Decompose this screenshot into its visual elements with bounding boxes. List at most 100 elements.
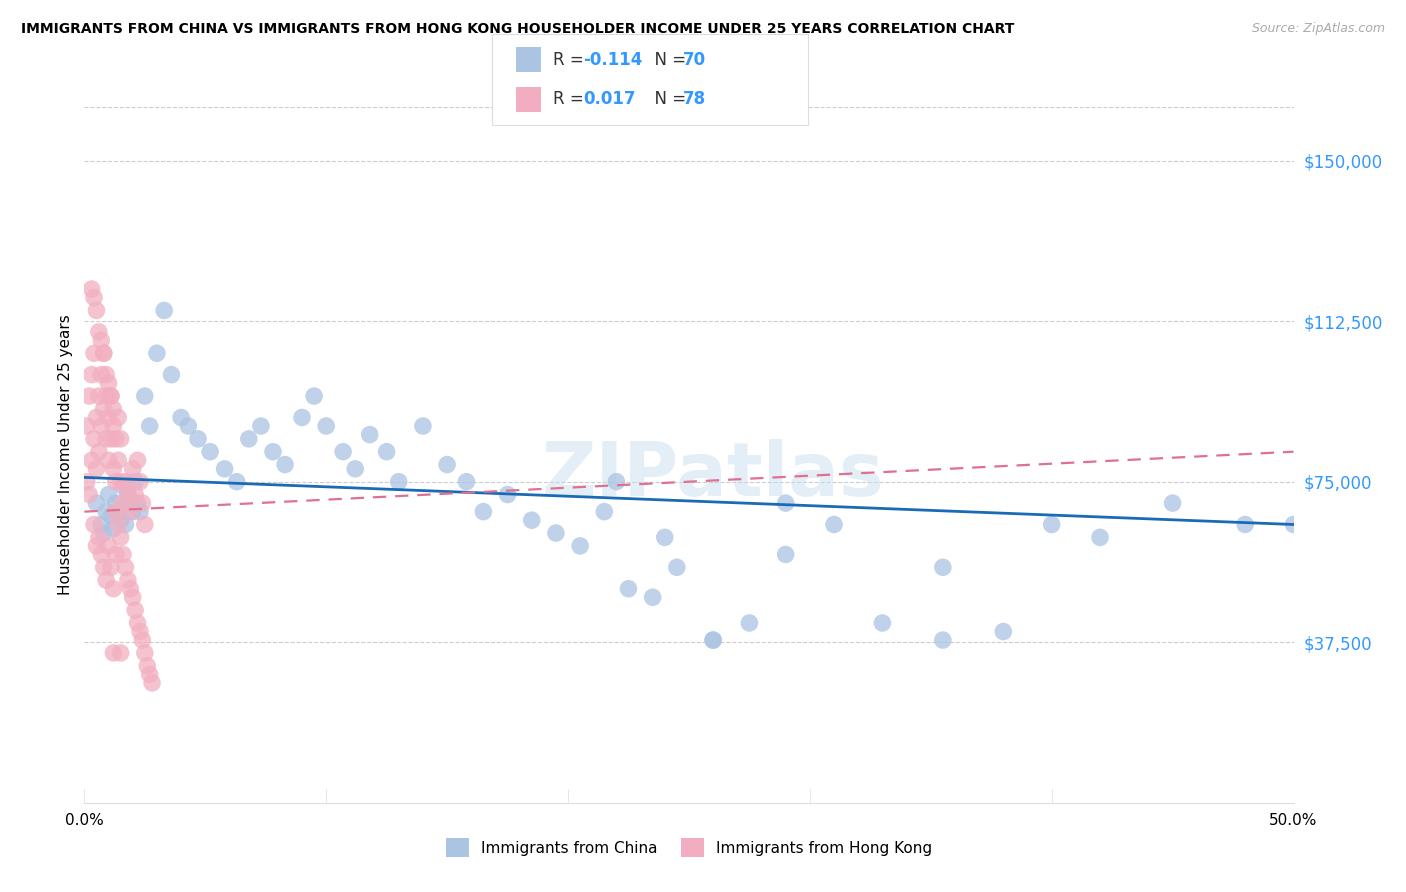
Text: N =: N = xyxy=(644,51,692,69)
Immigrants from China xyxy=(412,419,434,434)
Immigrants from Hong Kong xyxy=(124,487,146,501)
Immigrants from China xyxy=(932,633,955,648)
Immigrants from China xyxy=(872,615,894,630)
Immigrants from Hong Kong xyxy=(103,401,125,416)
Immigrants from China xyxy=(250,419,273,434)
Immigrants from Hong Kong xyxy=(104,432,127,446)
Immigrants from Hong Kong xyxy=(100,389,122,403)
Immigrants from Hong Kong xyxy=(121,591,143,605)
Immigrants from China xyxy=(120,496,142,510)
Immigrants from Hong Kong xyxy=(104,548,127,562)
Immigrants from Hong Kong xyxy=(87,325,110,339)
Immigrants from China xyxy=(138,419,160,434)
Immigrants from China xyxy=(823,517,845,532)
Immigrants from China xyxy=(315,419,337,434)
Immigrants from Hong Kong xyxy=(100,389,122,403)
Immigrants from China xyxy=(702,633,724,648)
Immigrants from China xyxy=(359,427,381,442)
Immigrants from Hong Kong xyxy=(131,633,153,648)
Immigrants from Hong Kong xyxy=(141,676,163,690)
Immigrants from China xyxy=(1040,517,1063,532)
Immigrants from Hong Kong xyxy=(104,475,127,489)
Immigrants from China xyxy=(993,624,1015,639)
Immigrants from Hong Kong xyxy=(86,539,108,553)
Immigrants from Hong Kong xyxy=(97,410,120,425)
Immigrants from China xyxy=(134,389,156,403)
Immigrants from China xyxy=(107,505,129,519)
Immigrants from Hong Kong xyxy=(127,615,149,630)
Immigrants from China xyxy=(177,419,200,434)
Immigrants from Hong Kong xyxy=(83,291,105,305)
Text: 78: 78 xyxy=(683,90,706,108)
Immigrants from Hong Kong xyxy=(107,453,129,467)
Immigrants from China xyxy=(129,505,152,519)
Immigrants from Hong Kong xyxy=(134,517,156,532)
Immigrants from Hong Kong xyxy=(76,475,98,489)
Immigrants from China xyxy=(112,479,135,493)
Immigrants from China xyxy=(544,526,567,541)
Immigrants from China xyxy=(1088,530,1111,544)
Immigrants from China xyxy=(496,487,519,501)
Immigrants from China xyxy=(110,513,132,527)
Immigrants from Hong Kong xyxy=(100,432,122,446)
Immigrants from Hong Kong xyxy=(117,573,139,587)
Immigrants from China xyxy=(187,432,209,446)
Immigrants from China xyxy=(617,582,640,596)
Immigrants from China xyxy=(738,615,761,630)
Immigrants from China xyxy=(775,548,797,562)
Immigrants from China xyxy=(932,560,955,574)
Immigrants from Hong Kong xyxy=(83,346,105,360)
Text: 70: 70 xyxy=(683,51,706,69)
Text: N =: N = xyxy=(644,90,692,108)
Immigrants from China xyxy=(214,462,236,476)
Immigrants from Hong Kong xyxy=(86,462,108,476)
Immigrants from China xyxy=(97,487,120,501)
Text: 0.017: 0.017 xyxy=(583,90,636,108)
Immigrants from China xyxy=(104,496,127,510)
Immigrants from Hong Kong xyxy=(104,505,127,519)
Immigrants from Hong Kong xyxy=(87,530,110,544)
Immigrants from China xyxy=(274,458,297,472)
Immigrants from China xyxy=(375,444,398,458)
Immigrants from China xyxy=(124,475,146,489)
Y-axis label: Householder Income Under 25 years: Householder Income Under 25 years xyxy=(58,315,73,595)
Immigrants from China xyxy=(569,539,592,553)
Immigrants from Hong Kong xyxy=(86,303,108,318)
Immigrants from China xyxy=(605,475,627,489)
Immigrants from China xyxy=(93,526,115,541)
Immigrants from Hong Kong xyxy=(93,401,115,416)
Immigrants from Hong Kong xyxy=(94,389,117,403)
Immigrants from China xyxy=(117,487,139,501)
Immigrants from China xyxy=(593,505,616,519)
Immigrants from China xyxy=(86,496,108,510)
Immigrants from Hong Kong xyxy=(120,582,142,596)
Immigrants from Hong Kong xyxy=(90,334,112,348)
Immigrants from Hong Kong xyxy=(77,389,100,403)
Immigrants from China xyxy=(775,496,797,510)
Immigrants from China xyxy=(702,633,724,648)
Immigrants from Hong Kong xyxy=(94,432,117,446)
Immigrants from Hong Kong xyxy=(114,475,136,489)
Immigrants from China xyxy=(436,458,458,472)
Immigrants from China xyxy=(103,522,125,536)
Immigrants from Hong Kong xyxy=(90,419,112,434)
Immigrants from China xyxy=(1234,517,1257,532)
Immigrants from China xyxy=(100,508,122,523)
Immigrants from Hong Kong xyxy=(103,646,125,660)
Immigrants from China xyxy=(388,475,411,489)
Immigrants from Hong Kong xyxy=(129,475,152,489)
Immigrants from China xyxy=(238,432,260,446)
Immigrants from Hong Kong xyxy=(80,368,103,382)
Immigrants from Hong Kong xyxy=(134,646,156,660)
Immigrants from Hong Kong xyxy=(97,539,120,553)
Immigrants from China xyxy=(332,444,354,458)
Immigrants from China xyxy=(472,505,495,519)
Immigrants from China xyxy=(654,530,676,544)
Immigrants from Hong Kong xyxy=(97,376,120,391)
Text: -0.114: -0.114 xyxy=(583,51,643,69)
Immigrants from China xyxy=(262,444,284,458)
Immigrants from Hong Kong xyxy=(94,368,117,382)
Text: ZIPatlas: ZIPatlas xyxy=(541,439,884,512)
Immigrants from Hong Kong xyxy=(107,410,129,425)
Immigrants from Hong Kong xyxy=(138,667,160,681)
